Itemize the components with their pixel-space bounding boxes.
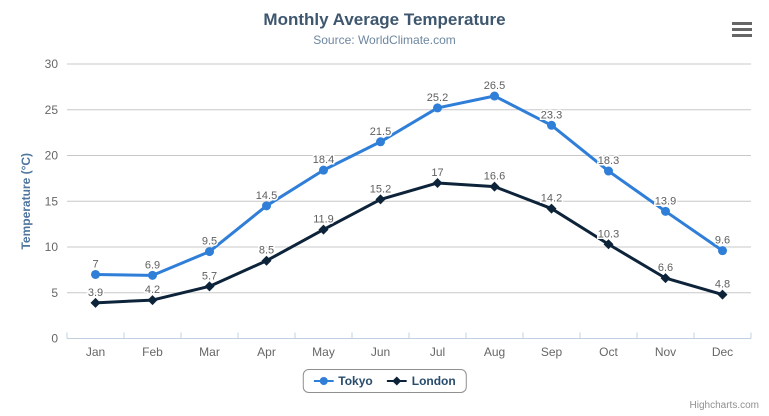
x-axis-label: Jul <box>430 345 445 359</box>
data-point-marker[interactable] <box>91 269 100 279</box>
y-axis-label: 5 <box>51 286 58 300</box>
data-label: 4.8 <box>715 279 730 291</box>
data-point-marker[interactable] <box>604 166 613 176</box>
data-label: 6.6 <box>658 262 673 274</box>
x-axis-label: Dec <box>712 345 733 359</box>
series-line-london[interactable] <box>94 181 724 305</box>
data-point-marker[interactable] <box>717 289 728 300</box>
data-label: 13.9 <box>655 195 676 207</box>
context-menu-button[interactable] <box>732 22 752 37</box>
x-axis-label: Feb <box>142 345 163 359</box>
data-point-marker[interactable] <box>490 91 499 101</box>
y-axis-label: 25 <box>45 103 59 117</box>
data-point-marker[interactable] <box>489 181 500 192</box>
data-point-marker[interactable] <box>603 239 614 250</box>
y-axis-label: 0 <box>51 332 58 346</box>
data-point-marker[interactable] <box>147 295 158 306</box>
data-label: 26.5 <box>484 80 505 92</box>
data-point-marker[interactable] <box>718 246 727 256</box>
data-point-marker[interactable] <box>205 247 214 257</box>
data-label: 5.7 <box>202 270 217 282</box>
y-axis-label: 10 <box>45 240 59 254</box>
data-label: 18.3 <box>598 155 619 167</box>
x-axis-label: Nov <box>655 345 676 359</box>
data-label: 6.9 <box>145 259 160 271</box>
hamburger-icon <box>732 22 752 37</box>
data-point-marker[interactable] <box>375 194 386 205</box>
data-point-marker[interactable] <box>546 203 557 214</box>
y-axis-label: 30 <box>45 57 59 71</box>
data-label: 9.6 <box>715 235 730 247</box>
x-axis-label: Mar <box>199 345 220 359</box>
x-axis-label: Sep <box>541 345 563 359</box>
data-point-marker[interactable] <box>148 270 157 280</box>
x-axis-label: May <box>312 345 335 359</box>
data-label: 18.4 <box>313 154 334 166</box>
data-label: 16.6 <box>484 171 505 183</box>
data-point-marker[interactable] <box>90 297 101 308</box>
data-point-marker[interactable] <box>376 137 385 147</box>
x-axis-label: Jun <box>371 345 390 359</box>
data-label: 7 <box>92 258 98 270</box>
legend-label: Tokyo <box>338 374 373 388</box>
diamond-marker-icon <box>386 376 407 386</box>
data-label: 3.9 <box>88 287 103 299</box>
data-label: 9.5 <box>202 236 217 248</box>
y-axis-label: 20 <box>45 149 59 163</box>
data-label: 14.2 <box>541 193 562 205</box>
y-axis-title: Temperature (°C) <box>19 153 33 250</box>
data-label: 23.3 <box>541 109 562 121</box>
data-label: 21.5 <box>370 126 391 138</box>
series-line-tokyo[interactable] <box>94 94 724 277</box>
data-label: 17 <box>431 167 443 179</box>
data-label: 4.2 <box>145 284 160 296</box>
legend-label: London <box>411 374 456 388</box>
legend-marker <box>319 377 328 385</box>
legend-item-tokyo[interactable]: Tokyo <box>313 374 373 388</box>
data-point-marker[interactable] <box>432 177 443 188</box>
chart-subtitle: Source: WorldClimate.com <box>313 33 456 47</box>
data-point-marker[interactable] <box>661 206 670 216</box>
legend-item-london[interactable]: London <box>386 374 456 388</box>
legend-marker <box>392 376 402 386</box>
data-label: 25.2 <box>427 92 448 104</box>
y-axis-label: 15 <box>45 194 59 208</box>
data-label: 8.5 <box>259 245 274 257</box>
data-point-marker[interactable] <box>318 224 329 235</box>
x-axis-label: Apr <box>257 345 276 359</box>
data-point-marker[interactable] <box>433 103 442 113</box>
data-point-marker[interactable] <box>319 165 328 175</box>
data-label: 10.3 <box>598 228 619 240</box>
circle-marker-icon <box>313 377 334 385</box>
x-axis-label: Aug <box>484 345 505 359</box>
credits-link[interactable]: Highcharts.com <box>689 400 759 411</box>
data-label: 11.9 <box>313 214 334 226</box>
data-point-marker[interactable] <box>262 201 271 211</box>
x-axis-label: Jan <box>86 345 105 359</box>
data-label: 15.2 <box>370 183 391 195</box>
chart-title: Monthly Average Temperature <box>263 10 506 29</box>
data-label: 14.5 <box>256 190 277 202</box>
x-axis-label: Oct <box>599 345 618 359</box>
data-point-marker[interactable] <box>261 255 272 266</box>
data-point-marker[interactable] <box>660 273 671 284</box>
data-point-marker[interactable] <box>204 281 215 292</box>
data-point-marker[interactable] <box>547 120 556 130</box>
legend: Tokyo London <box>302 369 467 393</box>
